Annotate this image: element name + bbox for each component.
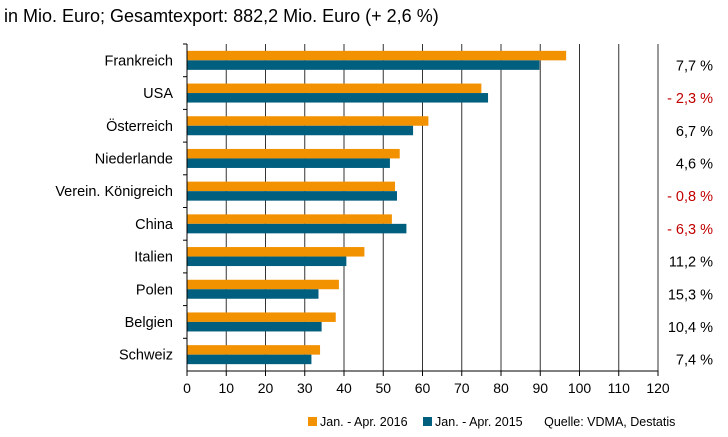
bar-2015 — [187, 158, 390, 168]
x-tick-label: 40 — [336, 380, 352, 396]
x-tick-label: 120 — [646, 380, 670, 396]
change-label: 7,7 % — [676, 58, 713, 74]
bar-2015 — [187, 289, 319, 299]
x-tick-label: 100 — [568, 380, 592, 396]
change-label: 6,7 % — [676, 124, 713, 140]
x-tick-label: 80 — [493, 380, 509, 396]
change-label: 11,2 % — [669, 255, 713, 271]
change-label: 4,6 % — [676, 156, 713, 172]
category-label: China — [135, 217, 174, 233]
bar-2015 — [187, 60, 540, 70]
bar-2015 — [187, 321, 322, 332]
x-tick-label: 30 — [297, 380, 313, 396]
x-tick-label: 20 — [258, 380, 274, 396]
category-label: Schweiz — [119, 348, 173, 364]
source-note: Quelle: VDMA, Destatis — [544, 414, 676, 429]
bar-2016 — [187, 50, 567, 61]
x-tick-label: 10 — [218, 380, 234, 396]
legend: Jan. - Apr. 2016 Jan. - Apr. 2015 Quelle… — [308, 414, 675, 429]
bar-2016 — [187, 247, 365, 257]
change-label: 10,4 % — [668, 320, 713, 336]
category-label: Frankreich — [105, 53, 174, 69]
bar-2016 — [187, 312, 336, 322]
category-label: USA — [143, 86, 173, 102]
x-tick-label: 90 — [532, 380, 548, 396]
bar-2015 — [187, 125, 414, 136]
x-tick-label: 0 — [183, 380, 191, 396]
x-tick-label: 60 — [415, 380, 431, 396]
change-label: 7,4 % — [676, 353, 713, 369]
bar-2016 — [187, 345, 321, 355]
category-label: Österreich — [106, 117, 173, 135]
bar-2016 — [187, 214, 392, 224]
x-tick-label: 110 — [608, 380, 631, 396]
legend-swatch-2016 — [308, 417, 317, 427]
change-label: - 2,3 % — [667, 91, 713, 107]
bar-2016 — [187, 116, 429, 126]
bar-2015 — [187, 191, 397, 201]
bar-2016 — [187, 148, 400, 159]
x-tick-label: 70 — [454, 380, 470, 396]
x-tick-label: 50 — [375, 380, 391, 396]
bar-2015 — [187, 93, 489, 103]
bar-2016 — [187, 83, 482, 94]
bar-2016 — [187, 279, 339, 290]
legend-label-2016: Jan. - Apr. 2016 — [320, 414, 408, 429]
change-label: - 6,3 % — [667, 222, 713, 238]
bar-2015 — [187, 223, 407, 234]
change-label: - 0,8 % — [667, 189, 713, 205]
category-label: Niederlande — [95, 151, 173, 167]
legend-swatch-2015 — [423, 417, 433, 427]
category-label: Belgien — [125, 315, 173, 331]
category-label: Italien — [134, 250, 173, 266]
bar-2015 — [187, 354, 312, 365]
legend-label-2015: Jan. - Apr. 2015 — [435, 414, 523, 429]
bar-2016 — [187, 181, 396, 192]
change-label: 15,3 % — [668, 287, 713, 303]
category-label: Verein. Königreich — [55, 184, 173, 200]
bar-2015 — [187, 256, 347, 267]
category-label: Polen — [136, 282, 173, 298]
chart-title: in Mio. Euro; Gesamtexport: 882,2 Mio. E… — [4, 6, 439, 26]
